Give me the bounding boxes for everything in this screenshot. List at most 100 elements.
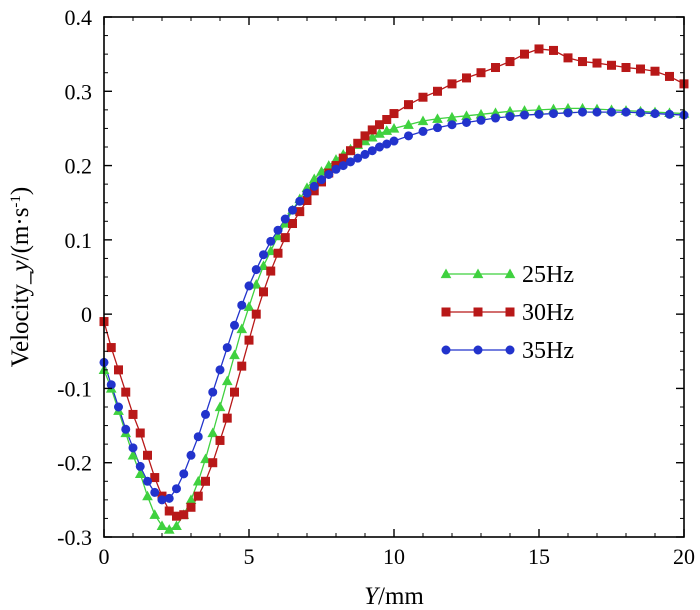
data-point-30hz	[353, 138, 363, 148]
y-axis-ticks: -0.3 -0.2 -0.1 0 0.1 0.2 0.3 0.4	[57, 5, 684, 550]
data-point-30hz	[490, 63, 500, 73]
data-point-35hz	[106, 380, 116, 390]
y-axis-title-unit: /(m·s	[7, 208, 34, 261]
data-point-30hz	[621, 63, 631, 73]
legend: 25Hz 30Hz 35Hz	[440, 262, 574, 364]
data-point-35hz	[302, 188, 312, 198]
data-point-30hz	[295, 207, 305, 217]
data-point-35hz	[316, 175, 326, 185]
data-point-30hz	[577, 57, 587, 67]
data-point-25hz	[171, 520, 182, 531]
data-point-25hz	[214, 401, 226, 412]
data-point-30hz	[179, 510, 189, 520]
data-point-30hz	[461, 73, 471, 83]
data-point-35hz	[345, 157, 355, 167]
data-point-35hz	[338, 161, 348, 171]
y-tick-label: -0.2	[57, 451, 92, 476]
data-point-25hz	[134, 468, 146, 479]
data-point-25hz	[359, 135, 371, 146]
data-point-30hz	[201, 476, 211, 486]
data-point-30hz	[548, 45, 558, 55]
data-point-30hz	[150, 473, 160, 483]
legend-marker-35hz	[473, 345, 483, 355]
data-point-35hz	[237, 300, 247, 310]
data-point-35hz	[418, 126, 428, 136]
data-point-35hz	[461, 117, 471, 127]
y-axis-title-variable: y	[7, 259, 34, 274]
data-point-30hz	[266, 266, 276, 276]
data-point-30hz	[143, 450, 153, 460]
data-point-30hz	[345, 146, 355, 156]
data-point-30hz	[287, 219, 297, 229]
data-point-25hz	[403, 119, 414, 129]
data-point-30hz	[367, 125, 377, 135]
data-point-35hz	[179, 469, 189, 479]
data-point-35hz	[172, 484, 182, 494]
x-tick-label: 10	[383, 544, 405, 569]
data-point-25hz	[221, 375, 233, 386]
data-point-30hz	[164, 506, 174, 516]
data-point-35hz	[244, 281, 254, 291]
data-point-30hz	[360, 131, 370, 141]
data-point-30hz	[432, 86, 442, 96]
y-tick-label: -0.1	[57, 376, 92, 401]
data-point-30hz	[374, 120, 384, 130]
data-point-35hz	[403, 131, 413, 141]
data-point-35hz	[592, 107, 602, 117]
data-point-30hz	[186, 502, 196, 512]
data-point-35hz	[128, 443, 138, 453]
x-tick-label: 5	[244, 544, 255, 569]
data-point-35hz	[519, 110, 529, 120]
data-point-30hz	[519, 49, 529, 59]
data-point-35hz	[215, 365, 225, 375]
data-point-30hz	[258, 287, 268, 297]
data-point-25hz	[207, 427, 219, 438]
data-point-35hz	[432, 123, 442, 133]
data-point-30hz	[505, 57, 515, 67]
data-point-30hz	[135, 428, 145, 438]
data-point-25hz	[229, 349, 240, 360]
data-point-35hz	[135, 461, 145, 471]
data-point-35hz	[650, 109, 660, 119]
data-point-30hz	[563, 53, 573, 63]
data-point-35hz	[143, 476, 153, 486]
y-tick-label: 0.2	[65, 154, 93, 179]
data-point-35hz	[295, 196, 305, 206]
x-axis-title: Y/mm	[364, 583, 424, 610]
data-point-35hz	[201, 409, 211, 419]
data-point-35hz	[548, 109, 558, 119]
legend-marker-30hz	[473, 307, 483, 317]
data-point-35hz	[563, 108, 573, 118]
y-tick-label: 0.3	[65, 79, 93, 104]
legend-marker-35hz	[505, 345, 515, 355]
data-point-30hz	[251, 309, 261, 319]
y-tick-label: 0	[81, 302, 92, 327]
x-tick-label: 20	[673, 544, 695, 569]
data-point-35hz	[186, 450, 196, 460]
legend-marker-35hz	[441, 345, 451, 355]
legend-marker-30hz	[505, 307, 515, 317]
data-point-30hz	[403, 100, 413, 110]
data-point-35hz	[258, 250, 268, 260]
data-point-25hz	[149, 509, 161, 519]
data-point-35hz	[505, 112, 515, 122]
data-point-35hz	[534, 109, 544, 119]
y-tick-label: 0.1	[65, 228, 93, 253]
data-point-30hz	[237, 361, 247, 371]
x-axis-title-variable: Y	[364, 583, 381, 610]
data-point-25hz	[417, 115, 429, 126]
data-point-30hz	[114, 365, 124, 375]
legend-marker-30hz	[441, 307, 451, 317]
data-point-30hz	[106, 343, 116, 353]
data-point-35hz	[331, 164, 341, 174]
data-point-25hz	[250, 278, 262, 289]
data-point-30hz	[382, 115, 392, 125]
y-axis-title-prefix: Velocity_	[7, 271, 34, 367]
data-point-30hz	[592, 58, 602, 68]
data-point-30hz	[664, 71, 674, 81]
y-axis-title-superscript: -1	[8, 195, 24, 208]
data-point-35hz	[360, 149, 370, 159]
data-point-30hz	[273, 248, 283, 258]
